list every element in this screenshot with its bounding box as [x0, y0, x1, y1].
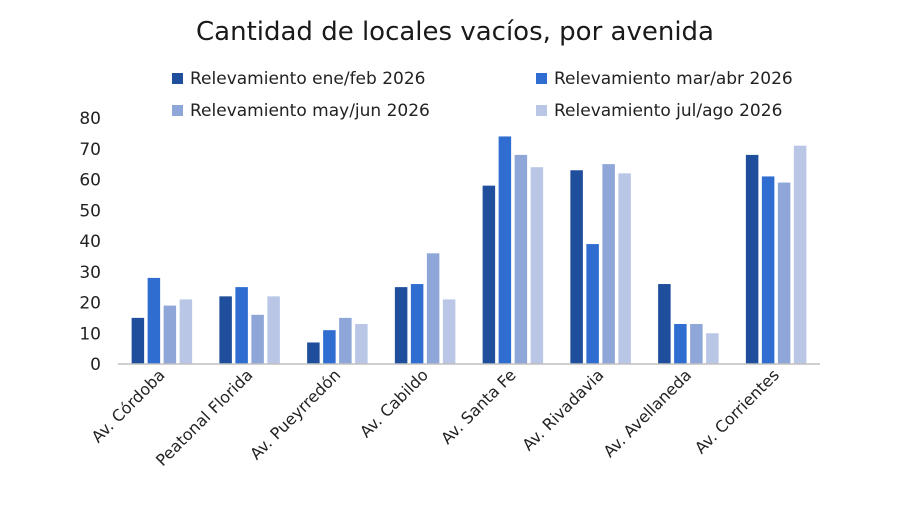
- bar-av-pueyrredon-series-3: [339, 317, 352, 364]
- chart-title: Cantidad de locales vacíos, por avenida: [196, 17, 714, 47]
- bar-group-av-cordoba: [131, 277, 193, 364]
- bar-av-corrientes-series-4: [793, 145, 807, 364]
- bar-av-cabildo-series-3: [426, 253, 440, 364]
- bar-av-pueyrredon-series-1: [307, 342, 320, 364]
- legend-item: Relevamiento may/jun 2026: [172, 101, 430, 121]
- bar-av-avellaneda-series-4: [706, 333, 719, 364]
- bar-av-cordoba-series-1: [131, 317, 145, 364]
- y-tick-label: 50: [79, 201, 101, 221]
- bar-av-avellaneda-series-3: [690, 324, 703, 364]
- x-tick-label: Av. Córdoba: [88, 365, 169, 446]
- legend-label: Relevamiento ene/feb 2026: [190, 69, 425, 89]
- bar-av-avellaneda-series-2: [674, 324, 687, 364]
- bar-av-cabildo-series-4: [442, 299, 456, 364]
- bar-av-avellaneda-series-1: [658, 284, 671, 364]
- bar-av-rivadavia-series-3: [602, 164, 615, 364]
- legend-swatch: [172, 105, 183, 116]
- bar-av-pueyrredon-series-4: [355, 324, 368, 364]
- bar-group-av-corrientes: [745, 145, 807, 364]
- bar-av-cordoba-series-4: [179, 299, 193, 364]
- bar-av-corrientes-series-1: [745, 154, 759, 364]
- bar-av-rivadavia-series-1: [570, 170, 583, 364]
- y-axis: 0 10 20 30 40 50 60 70 80: [79, 109, 101, 375]
- y-tick-label: 70: [79, 140, 101, 160]
- bar-av-pueyrredon-series-2: [323, 330, 336, 364]
- bar-group-av-pueyrredon: [307, 317, 368, 364]
- x-tick-label: Av. Cabildo: [356, 365, 432, 441]
- bar-group-peatonal-florida: [219, 287, 280, 364]
- bar-group-av-rivadavia: [570, 164, 631, 364]
- y-tick-label: 30: [79, 263, 101, 283]
- bar-av-corrientes-series-2: [761, 176, 775, 364]
- bar-av-cabildo-series-1: [394, 287, 408, 364]
- bar-av-santa-fe-series-1: [482, 185, 496, 364]
- bar-av-rivadavia-series-2: [586, 244, 599, 364]
- bar-av-santa-fe-series-2: [498, 136, 512, 364]
- x-tick-label: Av. Avellaneda: [599, 365, 695, 461]
- bar-av-cabildo-series-2: [410, 284, 424, 364]
- bars: [131, 136, 807, 364]
- y-tick-label: 10: [79, 324, 101, 344]
- bar-peatonal-florida-series-4: [267, 296, 280, 364]
- x-tick-label: Av. Santa Fe: [437, 365, 520, 448]
- bar-av-santa-fe-series-3: [514, 154, 528, 364]
- x-tick-label: Av. Corrientes: [691, 365, 783, 457]
- x-tick-label: Peatonal Florida: [152, 365, 256, 469]
- bar-av-corrientes-series-3: [777, 182, 791, 364]
- y-tick-label: 60: [79, 171, 101, 191]
- legend-item: Relevamiento jul/ago 2026: [536, 101, 782, 121]
- x-tick-label: Av. Rivadavia: [518, 365, 607, 454]
- legend: Relevamiento ene/feb 2026 Relevamiento ma…: [172, 69, 793, 121]
- bar-av-santa-fe-series-4: [530, 167, 544, 364]
- legend-swatch: [536, 73, 547, 84]
- legend-label: Relevamiento jul/ago 2026: [554, 101, 782, 121]
- bar-peatonal-florida-series-1: [219, 296, 232, 364]
- bar-av-cordoba-series-2: [147, 277, 161, 364]
- bar-group-av-cabildo: [394, 253, 456, 364]
- bar-group-av-santa-fe: [482, 136, 544, 364]
- y-tick-label: 0: [90, 355, 101, 375]
- legend-item: Relevamiento ene/feb 2026: [172, 69, 425, 89]
- x-tick-label: Av. Pueyrredón: [246, 365, 344, 463]
- legend-swatch: [172, 73, 183, 84]
- bar-group-av-avellaneda: [658, 284, 719, 364]
- bar-av-rivadavia-series-4: [618, 173, 631, 364]
- legend-label: Relevamiento may/jun 2026: [190, 101, 430, 121]
- y-tick-label: 20: [79, 294, 101, 314]
- bar-peatonal-florida-series-3: [251, 314, 264, 364]
- legend-swatch: [536, 105, 547, 116]
- y-tick-label: 80: [79, 109, 101, 129]
- legend-label: Relevamiento mar/abr 2026: [554, 69, 793, 89]
- y-tick-label: 40: [79, 232, 101, 252]
- legend-item: Relevamiento mar/abr 2026: [536, 69, 793, 89]
- bar-av-cordoba-series-3: [163, 305, 177, 364]
- bar-peatonal-florida-series-2: [235, 287, 248, 364]
